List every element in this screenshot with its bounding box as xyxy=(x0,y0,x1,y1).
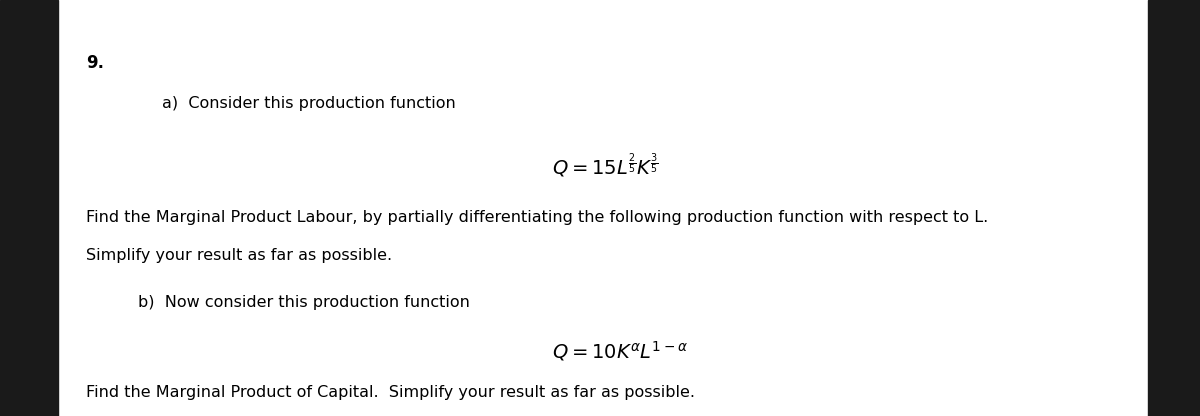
Text: $Q = 15L^{\frac{2}{5}}K^{\frac{3}{5}}$: $Q = 15L^{\frac{2}{5}}K^{\frac{3}{5}}$ xyxy=(552,152,659,181)
Bar xyxy=(0,0,58,416)
Text: b)  Now consider this production function: b) Now consider this production function xyxy=(138,295,470,310)
Bar xyxy=(1148,0,1200,416)
Text: Find the Marginal Product of Capital.  Simplify your result as far as possible.: Find the Marginal Product of Capital. Si… xyxy=(86,385,696,400)
Text: $Q = 10K^{\alpha}L^{1-\alpha}$: $Q = 10K^{\alpha}L^{1-\alpha}$ xyxy=(552,339,688,363)
Text: a)  Consider this production function: a) Consider this production function xyxy=(162,96,456,111)
Text: Simplify your result as far as possible.: Simplify your result as far as possible. xyxy=(86,248,392,262)
Text: Find the Marginal Product Labour, by partially differentiating the following pro: Find the Marginal Product Labour, by par… xyxy=(86,210,989,225)
Text: 9.: 9. xyxy=(86,54,104,72)
